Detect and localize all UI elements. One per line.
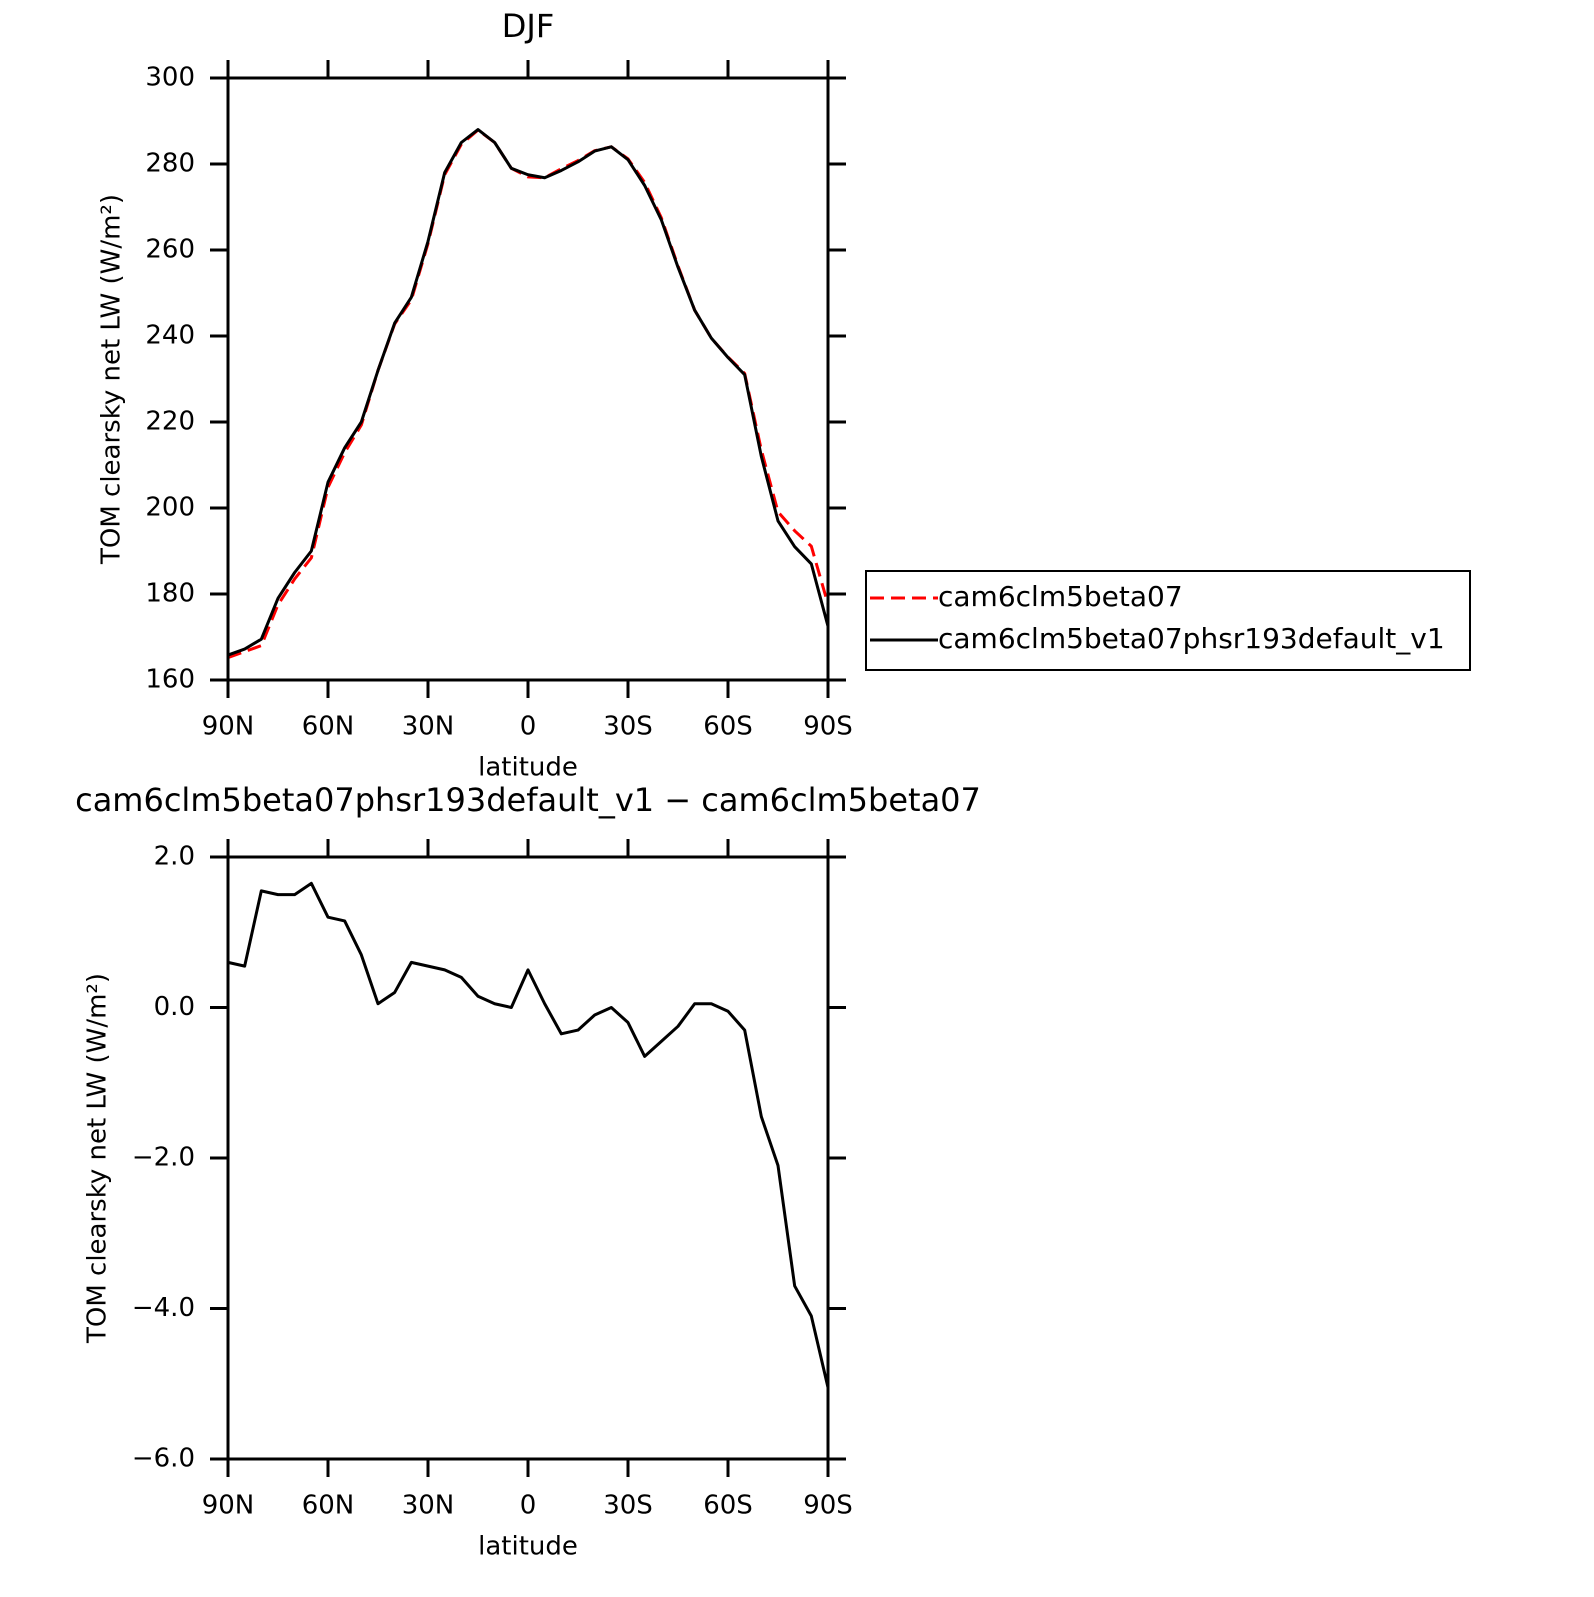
y-tick-label: −6.0 bbox=[132, 1444, 195, 1474]
y-tick-label: 240 bbox=[145, 321, 195, 351]
y-tick-label: 180 bbox=[145, 579, 195, 609]
x-tick-label: 30S bbox=[603, 712, 653, 742]
y-tick-label: 280 bbox=[145, 149, 195, 179]
y-tick-label: 300 bbox=[145, 63, 195, 93]
x-tick-label: 90N bbox=[202, 712, 255, 742]
y-axis-label: TOM clearsky net LW (W/m²) bbox=[83, 973, 113, 1344]
x-tick-label: 90S bbox=[803, 1491, 853, 1521]
data-line bbox=[227, 881, 830, 1388]
x-tick-label: 0 bbox=[520, 1491, 537, 1521]
y-tick-label: −4.0 bbox=[132, 1293, 195, 1323]
x-tick-label: 60S bbox=[703, 1491, 753, 1521]
x-tick-label: 60N bbox=[302, 1491, 355, 1521]
legend-label: cam6clm5beta07phsr193default_v1 bbox=[938, 622, 1445, 655]
data-line bbox=[227, 128, 830, 657]
y-tick-label: 260 bbox=[145, 235, 195, 265]
x-tick-label: 90N bbox=[202, 1491, 255, 1521]
legend-box bbox=[865, 570, 1471, 671]
x-axis-label: latitude bbox=[478, 753, 578, 783]
plot-frame bbox=[226, 76, 830, 682]
x-tick-label: 60S bbox=[703, 712, 753, 742]
plot-frame bbox=[226, 855, 830, 1461]
y-tick-label: 200 bbox=[145, 493, 195, 523]
y-tick-label: 2.0 bbox=[154, 842, 195, 872]
x-tick-label: 0 bbox=[520, 712, 537, 742]
data-line bbox=[227, 128, 830, 660]
legend-label: cam6clm5beta07 bbox=[938, 580, 1183, 613]
chart-title: DJF bbox=[502, 7, 554, 45]
x-tick-label: 30N bbox=[402, 1491, 455, 1521]
x-axis-label: latitude bbox=[478, 1532, 578, 1562]
y-tick-label: 220 bbox=[145, 407, 195, 437]
y-axis-label: TOM clearsky net LW (W/m²) bbox=[97, 194, 127, 565]
x-tick-label: 30N bbox=[402, 712, 455, 742]
y-tick-label: −2.0 bbox=[132, 1143, 195, 1173]
chart-title: cam6clm5beta07phsr193default_v1 − cam6cl… bbox=[75, 781, 981, 819]
x-tick-label: 30S bbox=[603, 1491, 653, 1521]
y-tick-label: 0.0 bbox=[154, 992, 195, 1022]
x-tick-label: 60N bbox=[302, 712, 355, 742]
y-tick-label: 160 bbox=[145, 665, 195, 695]
x-tick-label: 90S bbox=[803, 712, 853, 742]
